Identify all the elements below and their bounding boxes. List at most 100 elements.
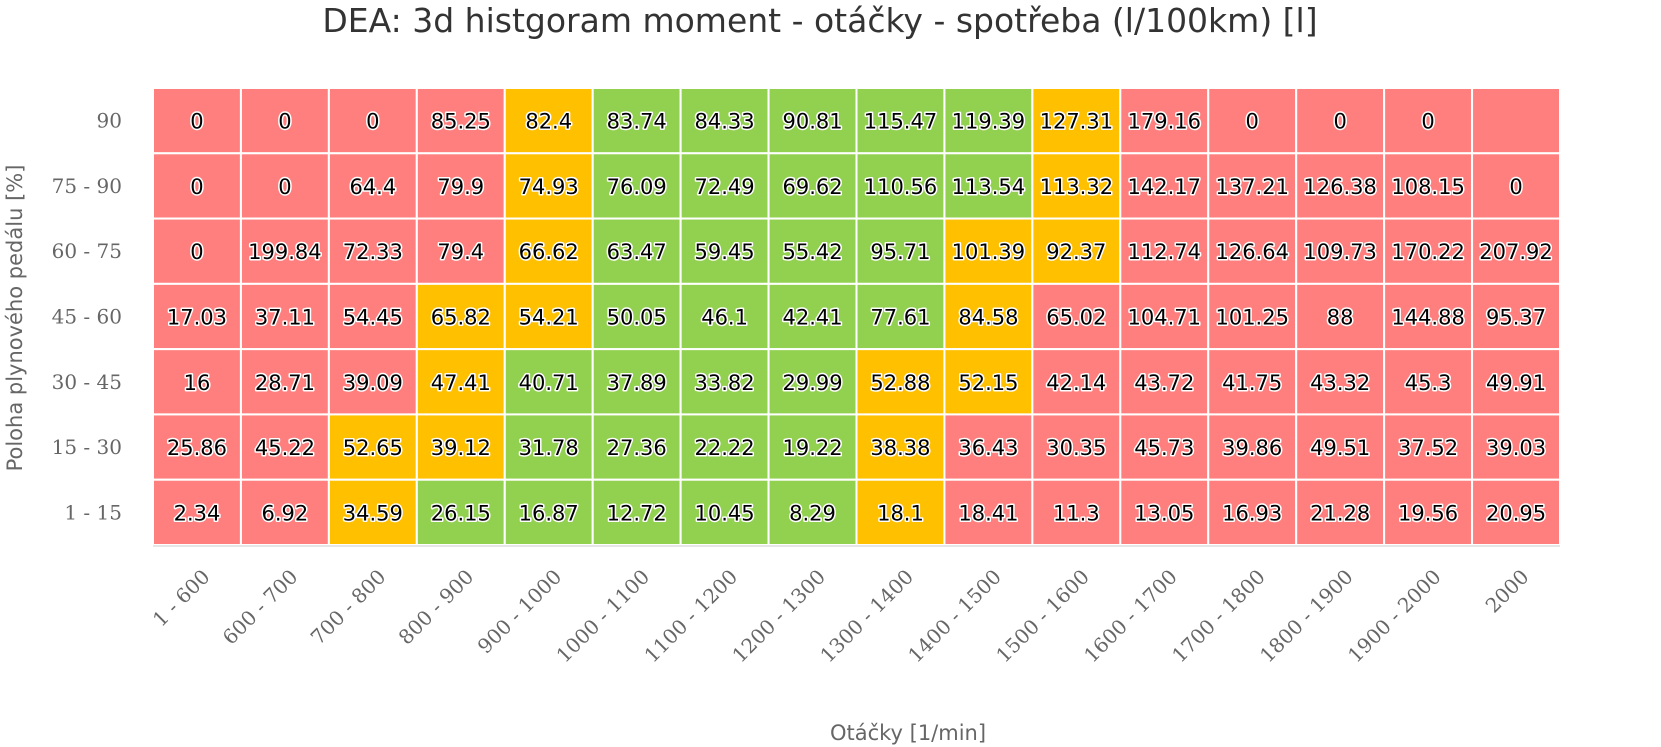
cell-value-label: 65.02 — [1046, 306, 1106, 330]
x-tick-label: 1700 - 1800 — [1167, 565, 1270, 668]
cell-value-label: 0 — [190, 175, 203, 199]
heatmap-cell — [855, 478, 946, 547]
heatmap-cell — [1295, 282, 1386, 351]
cell-value-label: 50.05 — [607, 306, 667, 330]
x-tick-label: 1200 - 1300 — [727, 565, 830, 668]
cell-value-label: 42.41 — [782, 306, 842, 330]
cell-value-label: 39.86 — [1222, 436, 1282, 460]
cell-value-label: 108.15 — [1391, 175, 1464, 199]
cell-value-label: 90.81 — [782, 110, 842, 134]
cell-value-label: 101.25 — [1215, 306, 1288, 330]
heatmap-cell — [1207, 152, 1298, 220]
x-tick-label: 900 - 1000 — [473, 565, 567, 659]
heatmap-cell — [503, 217, 594, 285]
cell-value-label: 0 — [366, 110, 379, 134]
cell-value-label: 142.17 — [1128, 175, 1201, 199]
heatmap-cell — [327, 282, 418, 351]
cell-value-label: 13.05 — [1134, 501, 1194, 525]
x-tick-label: 800 - 900 — [394, 565, 479, 650]
cell-value-label: 49.51 — [1310, 436, 1370, 460]
cell-value-label: 34.59 — [343, 501, 403, 525]
cell-value-label: 0 — [1509, 175, 1522, 199]
cell-value-label: 52.15 — [958, 371, 1018, 395]
cell-value-label: 6.92 — [262, 501, 309, 525]
cell-value-label: 82.4 — [525, 110, 572, 134]
heatmap-cell — [855, 282, 946, 351]
cell-value-label: 16.87 — [519, 501, 579, 525]
heatmap-cell — [591, 282, 682, 351]
cell-value-label: 104.71 — [1128, 306, 1201, 330]
cell-value-label: 110.56 — [864, 175, 937, 199]
heatmap-cell — [767, 413, 858, 481]
x-tick-label: 1100 - 1200 — [639, 565, 742, 668]
cell-value-label: 37.11 — [255, 306, 315, 330]
heatmap-cell — [1295, 152, 1386, 220]
cell-value-label: 0 — [1246, 110, 1259, 134]
heatmap-cell — [679, 152, 770, 220]
cell-value-label: 79.9 — [437, 175, 484, 199]
cell-value-label: 88 — [1327, 306, 1354, 330]
heatmap-cell — [152, 478, 242, 547]
cell-value-label: 199.84 — [248, 240, 321, 264]
cell-value-label: 45.22 — [255, 436, 315, 460]
cell-value-label: 0 — [1333, 110, 1346, 134]
heatmap-cell — [503, 152, 594, 220]
heatmap-cell — [239, 282, 330, 351]
cell-value-label: 39.12 — [431, 436, 491, 460]
cell-value-label: 33.82 — [695, 371, 755, 395]
cell-value-label: 11.3 — [1053, 501, 1100, 525]
cell-value-label: 115.47 — [864, 110, 937, 134]
heatmap-cell — [152, 282, 242, 351]
heatmap-cell — [503, 413, 594, 481]
x-tick-label: 1500 - 1600 — [991, 565, 1094, 668]
cell-value-label: 179.16 — [1128, 110, 1201, 134]
cell-value-label: 55.42 — [782, 240, 842, 264]
cell-value-label: 25.86 — [167, 436, 227, 460]
heatmap-cell — [327, 413, 418, 481]
cell-value-label: 45.3 — [1405, 371, 1452, 395]
heatmap-cell — [152, 348, 242, 416]
cell-value-label: 26.15 — [431, 501, 491, 525]
cell-value-label: 92.37 — [1046, 240, 1106, 264]
heatmap-cell — [1295, 348, 1386, 416]
cell-value-label: 126.64 — [1215, 240, 1288, 264]
heatmap-cell — [1471, 348, 1561, 416]
cell-value-label: 28.71 — [255, 371, 315, 395]
heatmap-cell — [1471, 217, 1561, 285]
heatmap-cell — [1383, 478, 1474, 547]
cell-value-label: 45.73 — [1134, 436, 1194, 460]
heatmap-cell — [767, 152, 858, 220]
cell-value-label: 72.33 — [343, 240, 403, 264]
cell-value-label: 207.92 — [1479, 240, 1552, 264]
cell-value-label: 66.62 — [519, 240, 579, 264]
cell-value-label: 112.74 — [1128, 240, 1201, 264]
y-tick-label: 75 - 90 — [52, 174, 122, 198]
cell-value-label: 54.45 — [343, 306, 403, 330]
heatmap-cell — [1295, 87, 1386, 155]
y-axis-title: Poloha plynového pedálu [%] — [3, 165, 27, 472]
cell-value-label: 126.38 — [1303, 175, 1376, 199]
cell-value-label: 27.36 — [607, 436, 667, 460]
cell-value-label: 64.4 — [349, 175, 396, 199]
heatmap-cell — [415, 478, 506, 547]
cell-value-label: 49.91 — [1486, 371, 1546, 395]
heatmap-cell — [1119, 152, 1210, 220]
cell-value-label: 0 — [278, 110, 291, 134]
heatmap-cell — [1471, 152, 1561, 220]
x-tick-label: 1 - 600 — [148, 565, 215, 632]
heatmap-cell — [943, 478, 1034, 547]
y-axis-ticks: 90 75 - 90 60 - 75 45 - 60 30 - 45 15 - 30 1 -… — [52, 109, 122, 525]
heatmap-cell — [1471, 413, 1561, 481]
cell-value-label: 79.4 — [437, 240, 484, 264]
heatmap-cell — [767, 478, 858, 547]
heatmap-cell — [1295, 217, 1386, 285]
cell-value-label: 54.21 — [519, 306, 579, 330]
heatmap-cell — [1383, 348, 1474, 416]
cell-value-label: 85.25 — [431, 110, 491, 134]
heatmap-cell — [1207, 478, 1298, 547]
cell-value-label: 52.65 — [343, 436, 403, 460]
cell-value-label: 144.88 — [1391, 306, 1464, 330]
heatmap-cell — [415, 348, 506, 416]
heatmap-cell — [503, 348, 594, 416]
y-tick-label: 15 - 30 — [52, 435, 122, 459]
